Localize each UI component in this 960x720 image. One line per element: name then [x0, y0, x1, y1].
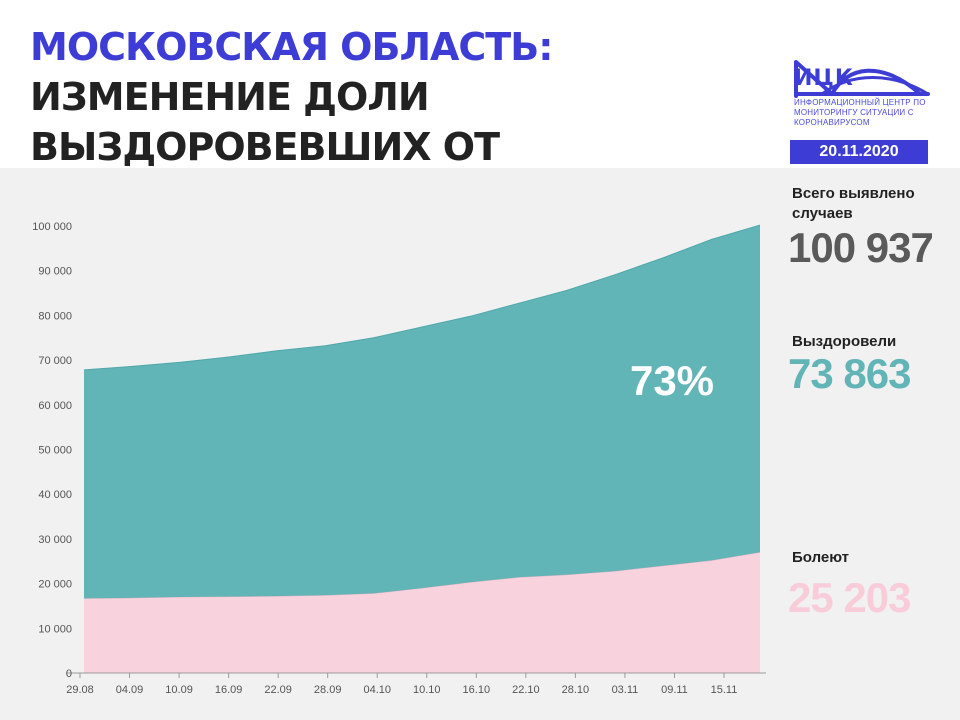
y-tick-label: 80 000	[38, 310, 72, 322]
recovered-share-label: 73%	[630, 357, 714, 404]
y-tick-label: 30 000	[38, 534, 72, 546]
x-tick-label: 28.10	[562, 684, 590, 696]
title-region: Московская область:	[30, 25, 553, 69]
x-tick-label: 22.09	[264, 684, 292, 696]
recovered-label: Выздоровели	[792, 333, 897, 350]
sick-label: Болеют	[792, 549, 850, 566]
recovered-area-edge	[83, 224, 761, 371]
y-tick-label: 10 000	[38, 623, 72, 635]
x-tick-label: 16.09	[215, 684, 243, 696]
recovered-area	[84, 225, 760, 599]
x-tick-label: 03.11	[612, 684, 639, 696]
total-cases-value: 100 937	[788, 224, 934, 271]
total-cases-label: Всего выявлено случаев	[792, 185, 915, 222]
sick-value: 25 203	[788, 574, 911, 621]
x-tick-label: 29.08	[66, 684, 94, 696]
y-tick-label: 20 000	[38, 579, 72, 591]
logo-icon	[794, 60, 930, 98]
y-tick-label: 0	[66, 668, 72, 680]
y-tick-label: 60 000	[38, 400, 72, 412]
y-tick-label: 70 000	[38, 355, 72, 367]
y-tick-label: 40 000	[38, 489, 72, 501]
sick-area	[84, 552, 760, 673]
y-tick-label: 50 000	[38, 445, 72, 457]
recovered-value: 73 863	[788, 350, 911, 397]
logo-text: ИЦК	[794, 66, 854, 91]
x-tick-label: 15.11	[711, 684, 738, 696]
header: Московская область: изменение доли выздо…	[0, 0, 960, 219]
x-tick-label: 10.09	[165, 684, 193, 696]
y-tick-label: 90 000	[38, 266, 72, 278]
x-tick-label: 16.10	[463, 684, 491, 696]
y-tick-label: 100 000	[32, 221, 72, 233]
date-badge: 20.11.2020	[790, 140, 928, 164]
x-tick-label: 04.10	[363, 684, 391, 696]
x-tick-label: 22.10	[512, 684, 540, 696]
area-chart: 0 10 000 20 000 30 000 40 000 50 000 60 000 70 …	[32, 221, 766, 696]
x-tick-label: 09.11	[661, 684, 688, 696]
x-tick-label: 04.09	[116, 684, 144, 696]
logo-subtitle: ИНФОРМАЦИОННЫЙ ЦЕНТР ПО МОНИТОРИНГУ СИТУ…	[794, 98, 926, 127]
x-tick-label: 10.10	[413, 684, 441, 696]
x-tick-label: 28.09	[314, 684, 342, 696]
